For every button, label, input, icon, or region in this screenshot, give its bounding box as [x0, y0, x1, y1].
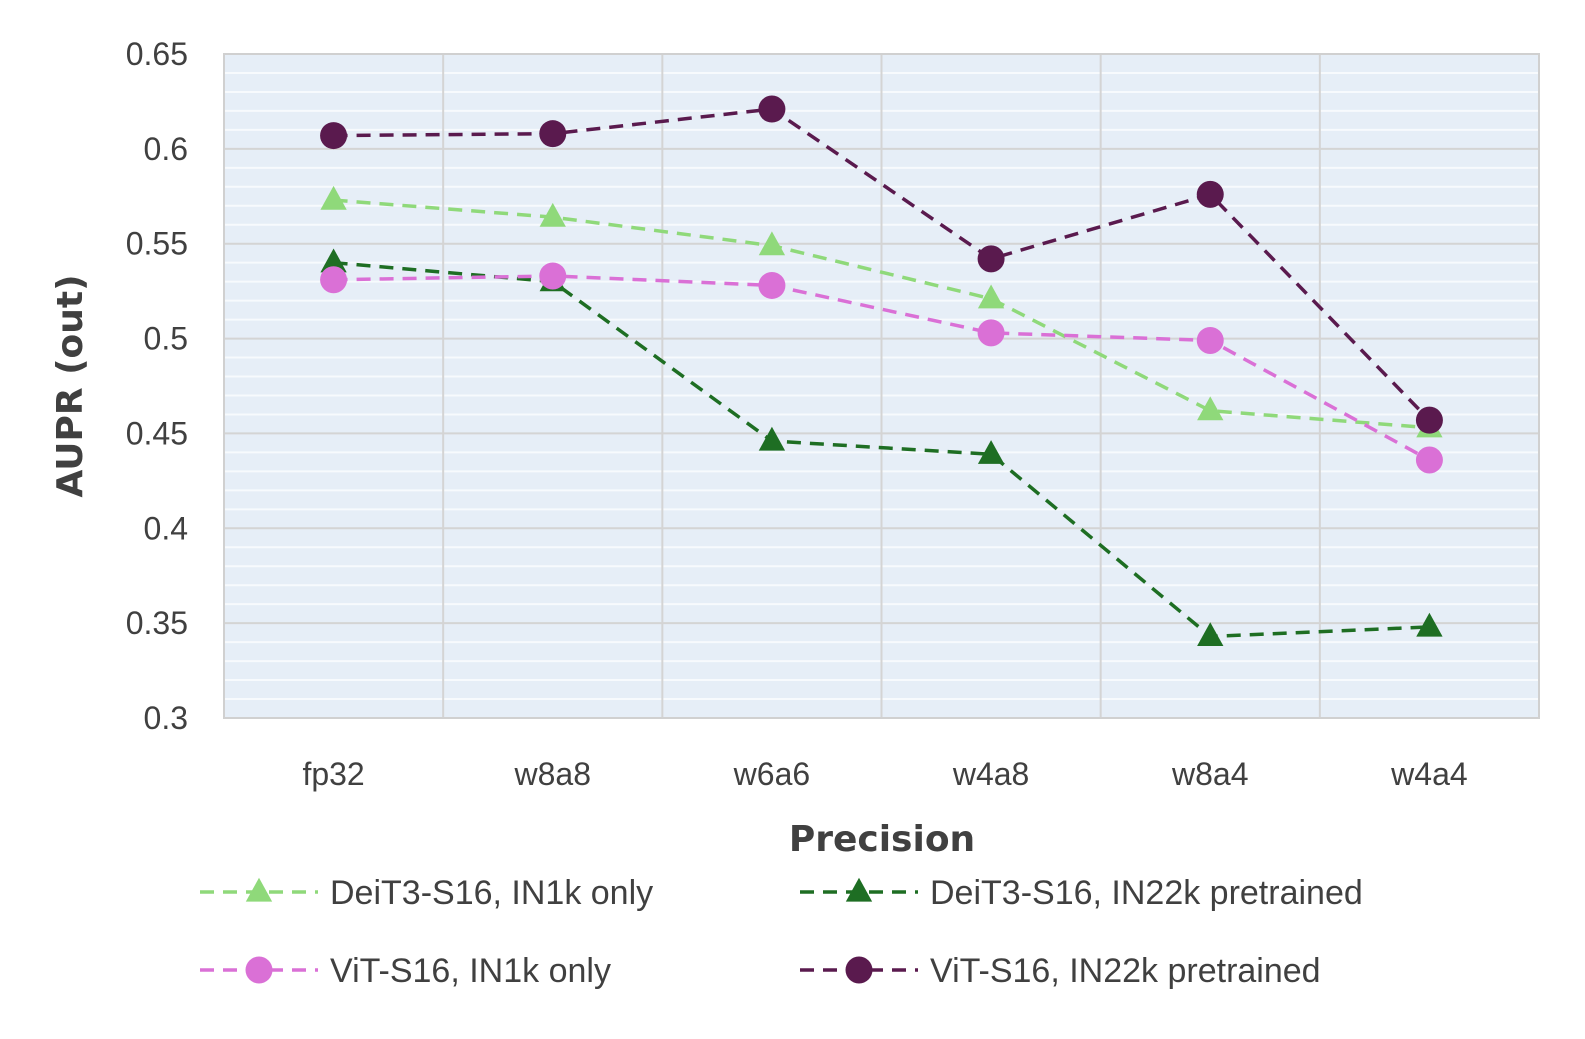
y-tick-label: 0.35	[126, 605, 188, 641]
data-point-circle	[539, 262, 567, 290]
plot-border	[223, 53, 1540, 719]
legend-item: DeiT3-S16, IN22k pretrained	[800, 874, 1363, 912]
data-point-circle	[1415, 406, 1443, 434]
legend-label: DeiT3-S16, IN22k pretrained	[930, 874, 1363, 912]
data-point-circle	[845, 956, 873, 984]
y-tick-label: 0.4	[144, 510, 188, 546]
y-tick-label: 0.65	[126, 36, 188, 72]
series-line	[333, 198, 1430, 430]
y-tick-label: 0.3	[144, 700, 188, 736]
legend-item: ViT-S16, IN1k only	[200, 952, 611, 990]
data-point-triangle	[320, 248, 347, 273]
data-point-triangle	[245, 877, 273, 902]
y-tick-label: 0.45	[126, 415, 188, 451]
legend: DeiT3-S16, IN1k only DeiT3-S16, IN22k pre…	[200, 874, 1363, 990]
data-point-circle	[539, 120, 567, 148]
data-point-triangle	[977, 284, 1005, 309]
series-line	[333, 274, 1431, 462]
data-point-triangle	[320, 185, 347, 210]
x-tick-label: w4a4	[1390, 756, 1468, 792]
x-tick-label: w4a8	[952, 756, 1030, 792]
data-point-triangle	[1197, 622, 1224, 647]
data-point-triangle	[1197, 396, 1224, 421]
vertical-gridlines	[442, 54, 1321, 718]
y-axis-tick-labels: 0.3 0.35 0.4 0.45 0.5 0.55 0.6 0.65	[126, 36, 188, 736]
legend-item: ViT-S16, IN22k pretrained	[800, 952, 1321, 990]
x-axis-title: Precision	[789, 819, 975, 860]
data-point-circle	[245, 956, 273, 984]
data-point-triangle	[758, 231, 786, 256]
x-tick-label: w6a6	[733, 756, 811, 792]
legend-item: DeiT3-S16, IN1k only	[200, 874, 653, 912]
series-layer	[320, 95, 1443, 647]
x-tick-label: w8a4	[1171, 756, 1249, 792]
y-tick-label: 0.5	[144, 321, 188, 357]
data-point-circle	[1196, 326, 1224, 354]
x-tick-label: w8a8	[514, 756, 592, 792]
data-point-triangle	[1416, 612, 1443, 637]
data-point-circle	[758, 271, 786, 299]
data-point-triangle	[758, 426, 786, 451]
data-point-circle	[1415, 446, 1443, 474]
series-4	[320, 95, 1443, 434]
x-tick-label: fp32	[302, 756, 364, 792]
series-line	[333, 260, 1430, 639]
data-point-triangle	[539, 202, 566, 227]
data-point-circle	[977, 245, 1005, 273]
legend-label: DeiT3-S16, IN1k only	[330, 874, 653, 912]
x-axis-tick-labels: fp32 w8a8 w6a6 w4a8 w8a4 w4a4	[302, 756, 1467, 792]
legend-label: ViT-S16, IN1k only	[330, 952, 611, 990]
data-point-triangle	[845, 877, 873, 902]
data-point-triangle	[977, 440, 1005, 464]
data-point-circle	[320, 266, 348, 294]
y-tick-label: 0.6	[144, 131, 188, 167]
data-point-circle	[320, 122, 348, 150]
data-point-circle	[758, 95, 786, 123]
y-axis-title: AUPR (out)	[50, 274, 91, 497]
y-tick-label: 0.55	[126, 226, 188, 262]
data-point-circle	[977, 319, 1005, 347]
legend-label: ViT-S16, IN22k pretrained	[930, 952, 1321, 990]
series-3	[320, 262, 1443, 474]
data-point-circle	[1196, 180, 1224, 208]
